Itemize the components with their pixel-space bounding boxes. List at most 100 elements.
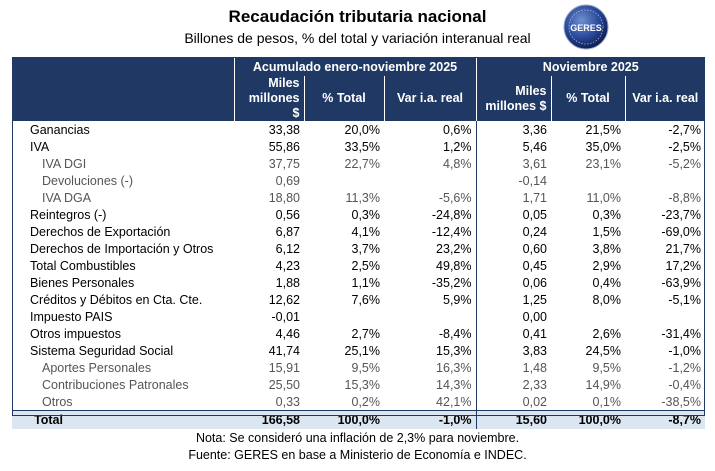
table-row: IVA 55,86 33,5% 1,2% 5,46 35,0% -2,5% — [12, 138, 705, 155]
cell-f — [625, 172, 705, 189]
cell-a: 4,23 — [275, 258, 300, 273]
row-label: Otros impuestos — [30, 326, 122, 341]
cell-d: -0,14 — [518, 173, 548, 188]
cell-e: 100,0% — [551, 410, 625, 429]
cell-a: 37,75 — [268, 156, 300, 171]
cell-e: 9,5% — [592, 360, 622, 375]
row-label: Ganancias — [30, 122, 90, 137]
cell-d: 3,83 — [522, 343, 547, 358]
cell-d: 1,25 — [522, 292, 547, 307]
cell-b: 0,2% — [351, 394, 381, 409]
cell-e: 23,1% — [585, 156, 621, 171]
row-label: Aportes Personales — [42, 360, 152, 375]
cell-b: 33,5% — [344, 139, 380, 154]
cell-b: 9,5% — [351, 360, 381, 375]
table-row: Otros impuestos 4,46 2,7% -8,4% 0,41 2,6% -31,… — [12, 325, 705, 342]
col-header-var-2: Var i.a. real — [625, 76, 705, 121]
cell-b: 22,7% — [344, 156, 380, 171]
row-label: Impuesto PAIS — [30, 309, 113, 324]
cell-c — [384, 308, 477, 325]
col-header-miles-2: Miles millones $ — [476, 76, 552, 121]
cell-b: 20,0% — [344, 122, 380, 137]
total-row: Total 166,58 100,0% -1,0% 15,60 100,0% -8,7% — [12, 410, 705, 429]
geres-logo: GERES — [563, 4, 609, 50]
logo-text: GERES — [570, 23, 602, 33]
cell-e: 0,4% — [592, 275, 622, 290]
cell-f: -69,0% — [661, 224, 701, 239]
cell-c: 0,6% — [384, 121, 477, 138]
cell-f: -0,4% — [668, 377, 701, 392]
cell-e: 0,1% — [592, 394, 622, 409]
cell-d: 0,41 — [522, 326, 547, 341]
cell-c: 14,3% — [384, 376, 477, 393]
note-text: Nota: Se consideró una inflación de 2,3%… — [195, 431, 520, 445]
cell-c: 15,3% — [384, 342, 477, 359]
cell-a: 0,56 — [275, 207, 300, 222]
row-label: Derechos de Exportación — [30, 224, 171, 239]
cell-d: 0,06 — [522, 275, 547, 290]
table-row: Reintegros (-) 0,56 0,3% -24,8% 0,05 0,3% -23,… — [12, 206, 705, 223]
cell-d: 1,48 — [522, 360, 547, 375]
cell-f: 17,2% — [665, 258, 701, 273]
row-label: Reintegros (-) — [30, 207, 107, 222]
cell-b: 2,7% — [351, 326, 381, 341]
cell-a: 6,87 — [275, 224, 300, 239]
cell-b: 2,5% — [351, 258, 381, 273]
table-body: Ganancias 33,38 20,0% 0,6% 3,36 21,5% -2,7% IVA… — [12, 121, 705, 429]
table-row: Impuesto PAIS -0,01 0,00 — [12, 308, 705, 325]
cell-c: -1,0% — [384, 410, 477, 429]
cell-f: -5,2% — [668, 156, 701, 171]
table-row: Aportes Personales 15,91 9,5% 16,3% 1,48 9,5%… — [12, 359, 705, 376]
row-label: IVA — [30, 139, 50, 154]
cell-f: -1,0% — [668, 343, 701, 358]
cell-a: -0,01 — [271, 309, 301, 324]
table-row: Sistema Seguridad Social 41,74 25,1% 15,3% 3… — [12, 342, 705, 359]
cell-a: 15,91 — [268, 360, 300, 375]
cell-d: 0,24 — [522, 224, 547, 239]
cell-f: -2,5% — [668, 139, 701, 154]
cell-c — [384, 172, 477, 189]
cell-a: 6,12 — [275, 241, 300, 256]
cell-d: 0,00 — [522, 309, 547, 324]
cell-d: 3,36 — [522, 122, 547, 137]
cell-e: 11,0% — [586, 190, 621, 205]
col-header-pct-2: % Total — [551, 76, 626, 121]
row-label: Contribuciones Patronales — [42, 377, 189, 392]
cell-f: -23,7% — [661, 207, 701, 222]
row-label: Total Combustibles — [30, 258, 136, 273]
page-subtitle: Billones de pesos, % del total y variaci… — [184, 30, 531, 46]
cell-e: 35,0% — [585, 139, 621, 154]
cell-f: -1,2% — [668, 360, 701, 375]
cell-a: 0,69 — [275, 173, 300, 188]
table-row: IVA DGA 18,80 11,3% -5,6% 1,71 11,0% -8,8% — [12, 189, 705, 206]
cell-d: 3,61 — [522, 156, 547, 171]
cell-b: 4,1% — [351, 224, 381, 239]
cell-c: 42,1% — [384, 393, 477, 411]
cell-a: 1,88 — [275, 275, 300, 290]
cell-e: 2,9% — [592, 258, 622, 273]
cell-f: -31,4% — [661, 326, 701, 341]
cell-e: 8,0% — [592, 292, 622, 307]
row-label: Devoluciones (-) — [42, 173, 134, 188]
row-label: Otros — [42, 394, 73, 409]
cell-c: 5,9% — [384, 291, 477, 308]
cell-a: 4,46 — [275, 326, 300, 341]
cell-a: 166,58 — [234, 410, 304, 429]
table-row: Derechos de Importación y Otros 6,12 3,7% 2… — [12, 240, 705, 257]
cell-b: 0,3% — [351, 207, 381, 222]
cell-f — [625, 308, 705, 325]
cell-e — [551, 308, 625, 325]
col-header-miles-1: Miles millones $ — [234, 76, 305, 121]
cell-e: 1,5% — [592, 224, 622, 239]
cell-c: -35,2% — [384, 274, 477, 291]
cell-b — [304, 308, 384, 325]
row-label: Sistema Seguridad Social — [30, 343, 174, 358]
page-title: Recaudación tributaria nacional — [228, 7, 487, 26]
cell-d: 2,33 — [522, 377, 547, 392]
cell-d: 5,46 — [522, 139, 547, 154]
cell-e: 21,5% — [585, 122, 621, 137]
header-blank — [12, 57, 235, 76]
cell-c: -24,8% — [384, 206, 477, 223]
cell-e — [551, 172, 625, 189]
row-label: Total — [12, 410, 234, 429]
